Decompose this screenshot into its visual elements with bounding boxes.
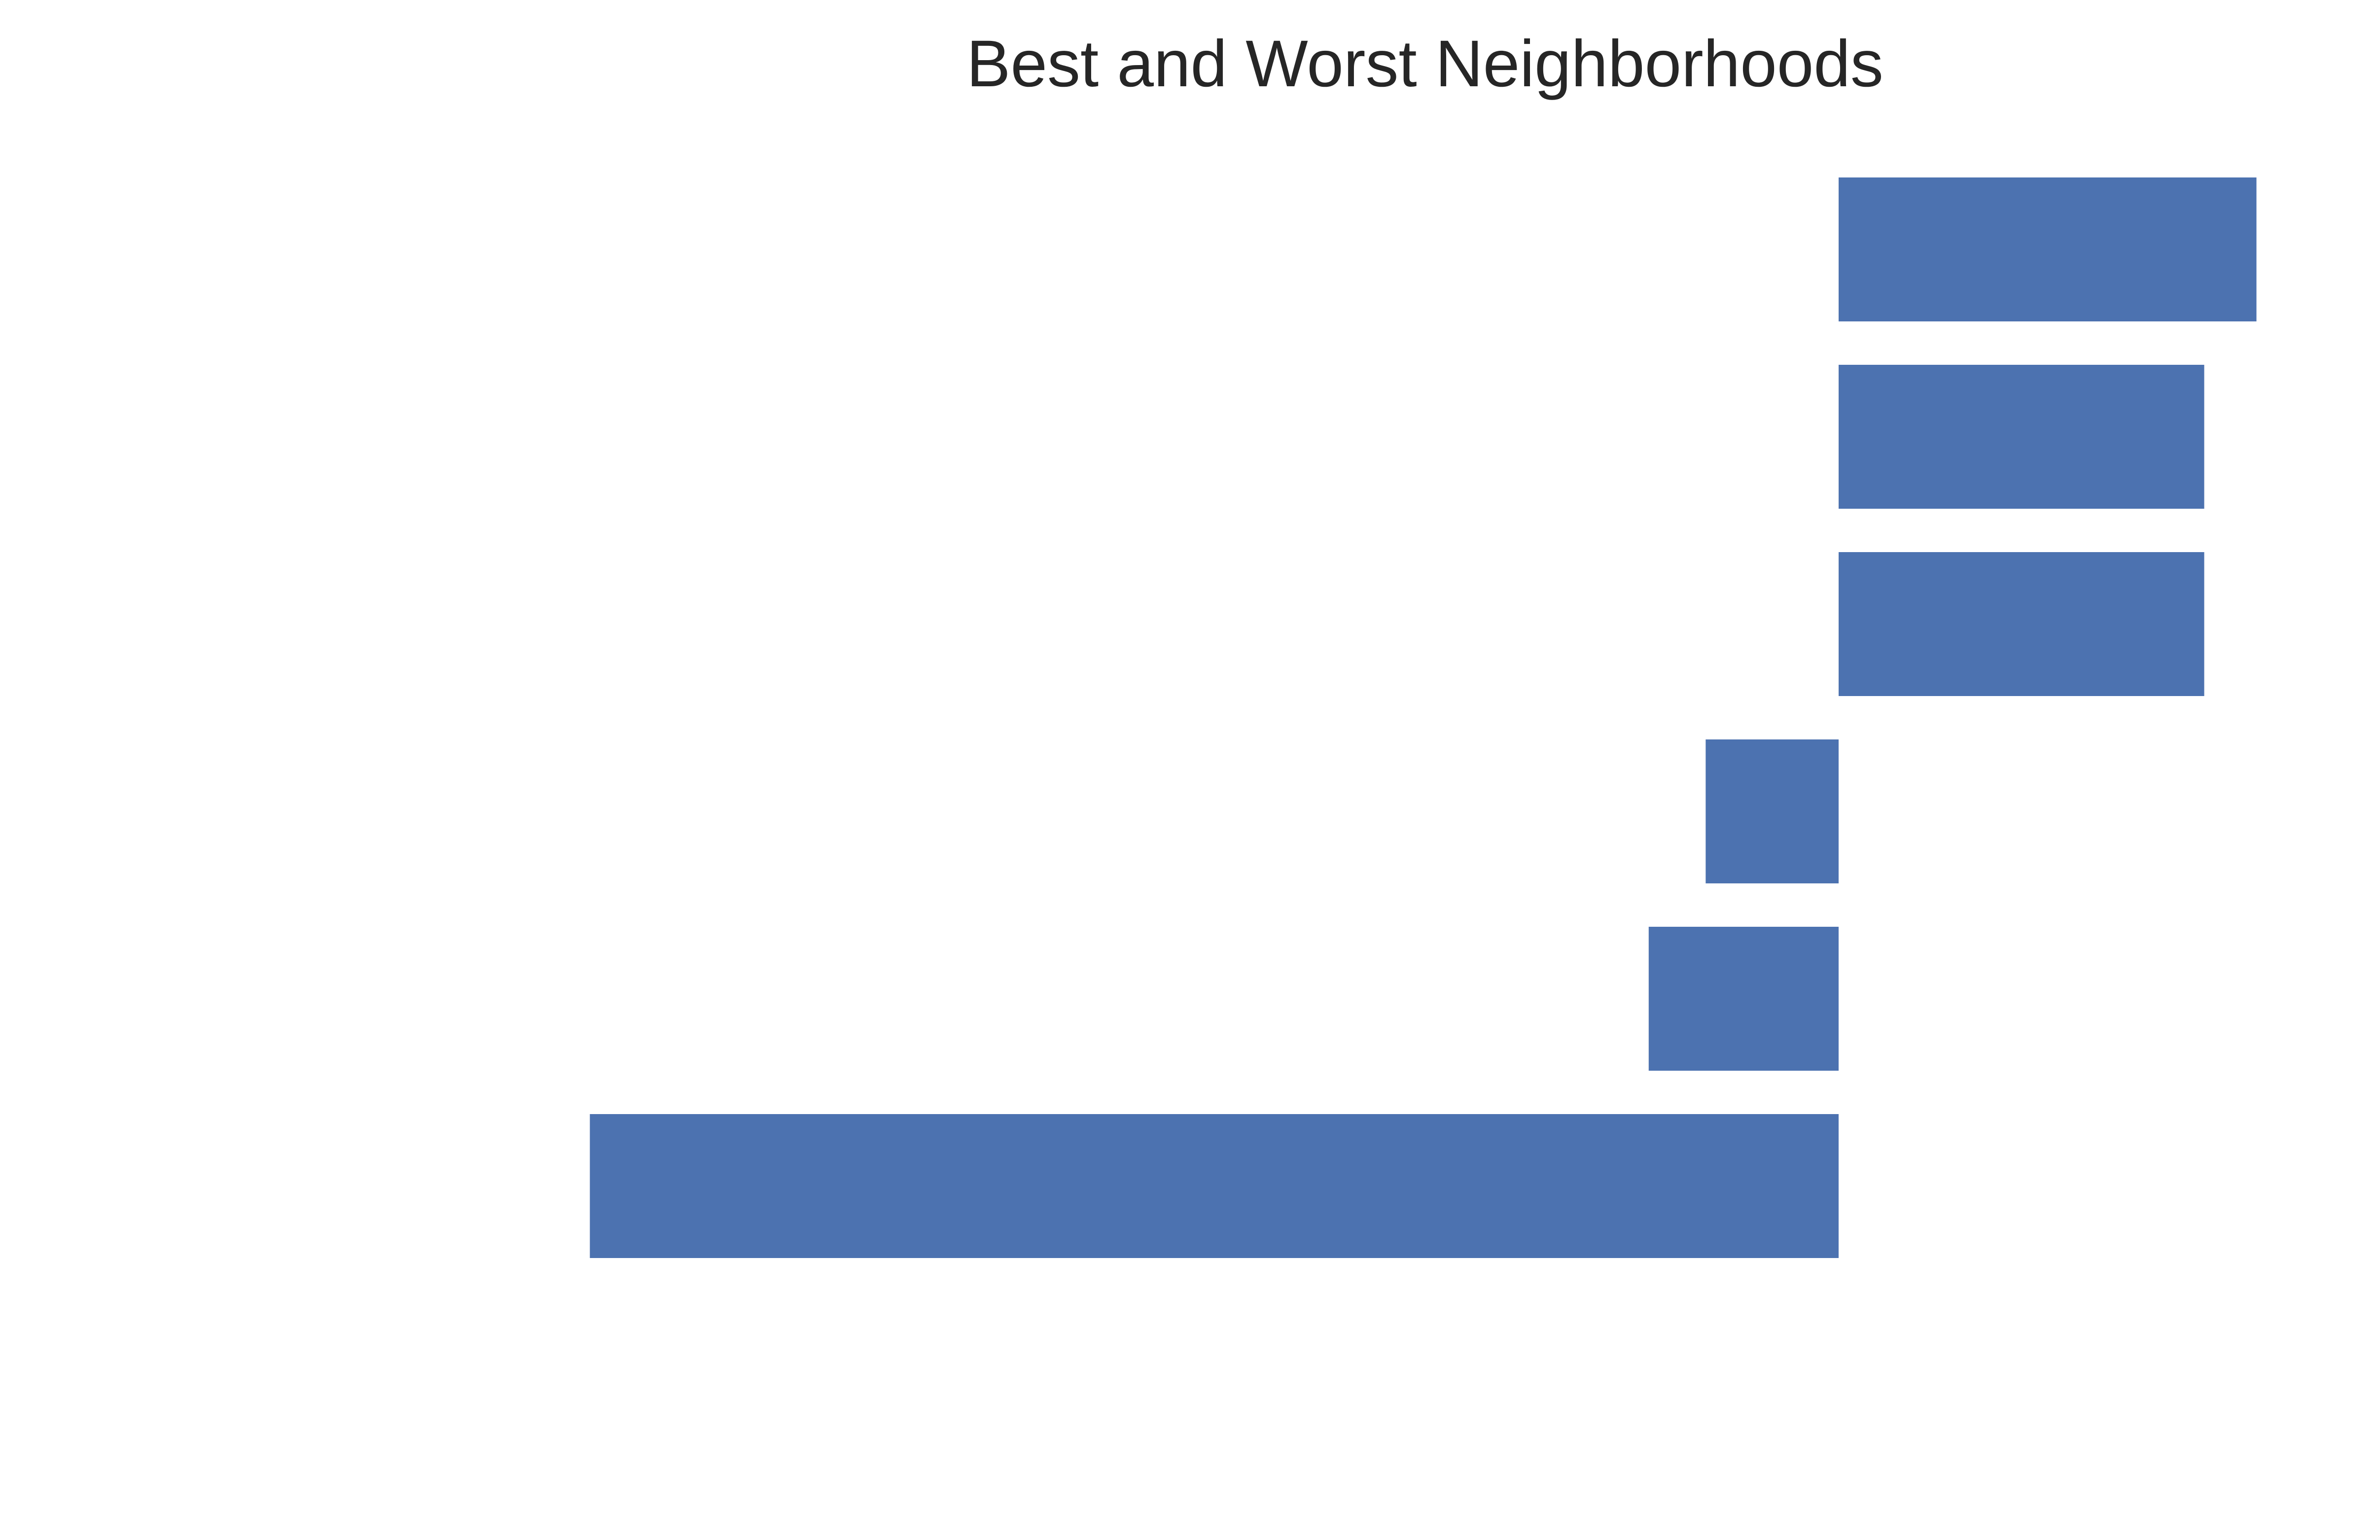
bar-5 bbox=[1648, 927, 1839, 1071]
bar-2 bbox=[1839, 365, 2204, 509]
bar-1 bbox=[1839, 177, 2257, 321]
bar-6 bbox=[590, 1114, 1839, 1258]
bar-4 bbox=[1705, 739, 1839, 883]
chart-title: Best and Worst Neighborhoods bbox=[966, 27, 1883, 101]
bars-group bbox=[590, 177, 2257, 1258]
bar-3 bbox=[1839, 552, 2204, 696]
